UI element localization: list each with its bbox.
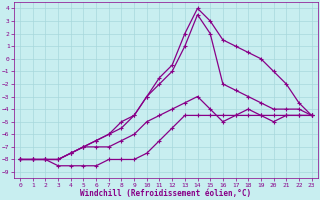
X-axis label: Windchill (Refroidissement éolien,°C): Windchill (Refroidissement éolien,°C) [80,189,252,198]
